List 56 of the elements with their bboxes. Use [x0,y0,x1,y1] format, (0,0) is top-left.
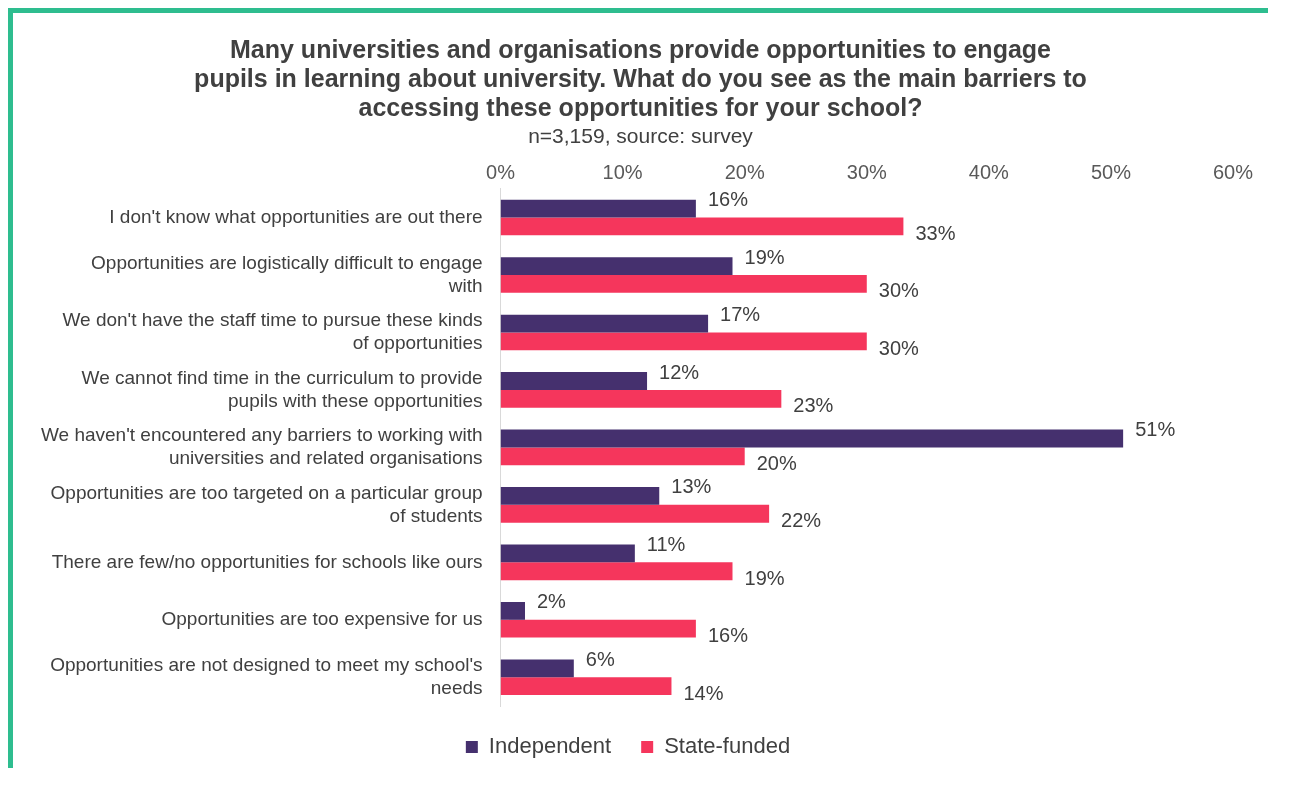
data-label: 19% [744,566,785,589]
bar [500,314,709,333]
bar [500,601,525,620]
bar [500,332,867,351]
y-tick-label: We cannot find time in the curriculum to provide pupils with these opportunities [81,366,483,411]
y-tick-label: Opportunities are too expensive for us [161,608,483,630]
x-tick-label: 0% [486,161,516,184]
bar [500,487,660,505]
data-label: 51% [1135,418,1176,441]
y-tick-label: Opportunities are logistically difficult to engage with [91,251,483,296]
y-tick-label: Opportunities are too targeted on a particular group of students [50,481,483,526]
bar [500,372,648,390]
data-label: 14% [683,681,724,704]
y-tick-label: Opportunities are not designed to meet my school's needs [50,654,483,698]
data-label: 19% [744,245,785,268]
bar [500,619,696,638]
data-label: 23% [793,394,834,417]
bar [500,275,867,293]
x-tick-label: 60% [1212,161,1254,184]
bar [500,544,635,563]
y-tick-label: We haven't encountered any barriers to working with universities and related organisations [40,424,483,469]
data-label: 11% [646,532,686,555]
x-tick-label: 10% [602,161,643,184]
data-label: 12% [659,360,700,383]
data-label: 13% [671,475,712,498]
y-tick-label: There are few/no opportunities for schools like ours [51,550,483,572]
bar [500,562,733,581]
data-label: 6% [585,647,615,670]
y-tick-label: We don't have the staff time to pursue these kinds of opportunities [62,309,483,354]
bar [500,504,770,523]
bar [500,447,745,466]
data-label: 2% [536,590,567,613]
data-label: 22% [781,509,822,532]
x-tick-label: 40% [968,161,1010,184]
data-label: 30% [878,336,920,359]
data-label: 16% [707,624,749,647]
data-label: 17% [720,303,761,326]
data-label: 16% [707,188,749,211]
data-label: 20% [756,451,797,474]
bar [500,677,672,696]
bar [500,257,733,275]
x-tick-label: 50% [1090,161,1132,184]
y-tick-label: I don't know what opportunities are out there [109,205,483,227]
bar [500,217,904,236]
legend-label: State-funded [664,733,791,759]
x-tick-label: 20% [724,161,765,184]
bar [500,659,574,678]
bar [500,199,696,218]
bar [500,389,782,408]
data-label: 30% [878,279,920,302]
x-tick-label: 30% [846,161,888,184]
chart-subtitle: n=3,159, source: survey [527,124,754,148]
chart-title: Many universities and organisations provide opportunities to engage pupils in learning about university. What do you see as the main barriers to accessing these opportunities for your school? [193,35,1088,122]
bar [500,429,1124,448]
legend-label: Independent [488,733,612,759]
data-label: 33% [915,221,956,244]
